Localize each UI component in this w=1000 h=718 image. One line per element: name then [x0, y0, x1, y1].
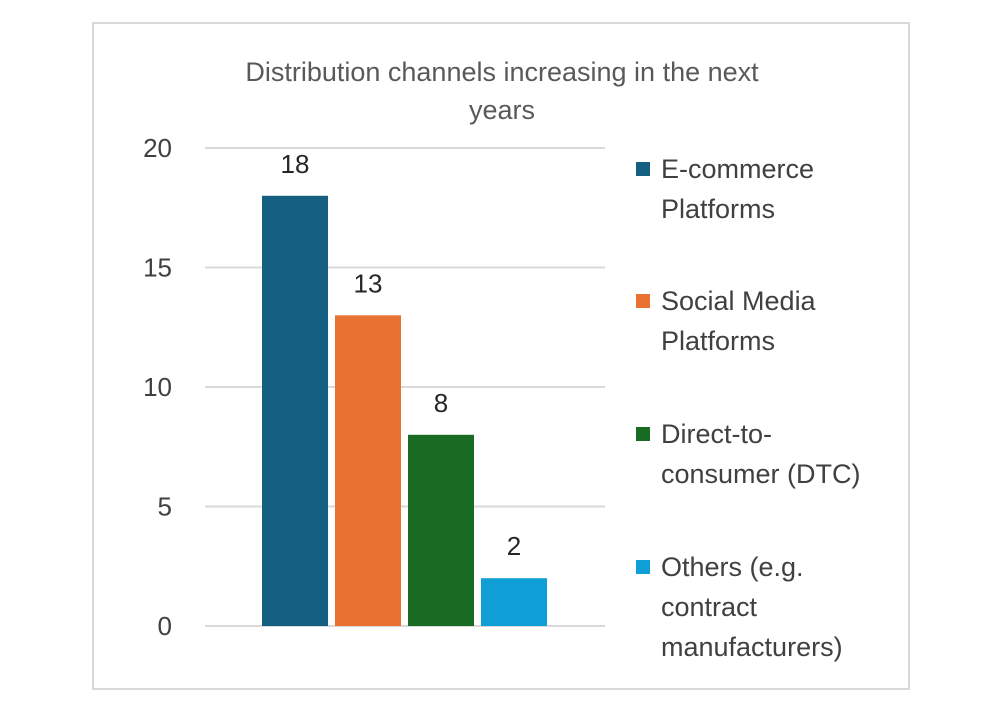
y-tick-label: 0 — [158, 611, 172, 641]
legend-item-3: Direct-to-consumer (DTC) — [636, 419, 861, 489]
legend-label-1-line-1: E-commerce — [661, 154, 814, 184]
legend-label-3-line-1: Direct-to- — [661, 419, 772, 449]
y-tick-label: 5 — [158, 492, 172, 522]
y-axis-ticks: 0 5 10 15 20 — [143, 133, 172, 641]
data-label-3: 8 — [434, 388, 448, 418]
legend-item-4: Others (e.g. contract manufacturers) — [636, 552, 843, 662]
legend-swatch-2 — [636, 294, 650, 308]
chart-title-line-1: Distribution channels increasing in the … — [245, 57, 759, 87]
chart-title: Distribution channels increasing in the … — [245, 57, 759, 125]
bar-4 — [481, 578, 547, 626]
legend-label-2-line-2: Platforms — [661, 326, 775, 356]
bars — [262, 195, 547, 627]
bar-1 — [262, 195, 328, 627]
bar-2 — [335, 315, 401, 626]
legend-label-1-line-2: Platforms — [661, 194, 775, 224]
y-tick-label: 10 — [143, 372, 172, 402]
legend-label-4-line-2: contract — [661, 592, 758, 622]
legend-item-2: Social Media Platforms — [636, 286, 817, 356]
y-tick-label: 20 — [143, 133, 172, 163]
data-labels: 18 13 8 2 — [281, 149, 522, 561]
chart-title-line-2: years — [469, 95, 535, 125]
legend-label-4-line-3: manufacturers) — [661, 632, 843, 662]
data-label-2: 13 — [354, 268, 383, 298]
legend-label-2-line-1: Social Media — [661, 286, 817, 316]
legend-item-1: E-commerce Platforms — [636, 154, 814, 224]
data-label-4: 2 — [507, 531, 521, 561]
legend-label-3-line-2: consumer (DTC) — [661, 459, 861, 489]
legend: E-commerce Platforms Social Media Platforms… — [636, 154, 861, 662]
legend-swatch-3 — [636, 427, 650, 441]
y-tick-label: 15 — [143, 253, 172, 283]
legend-swatch-4 — [636, 560, 650, 574]
legend-label-4-line-1: Others (e.g. — [661, 552, 804, 582]
bar-3 — [408, 434, 474, 626]
data-label-1: 18 — [281, 149, 310, 179]
legend-swatch-1 — [636, 162, 650, 176]
